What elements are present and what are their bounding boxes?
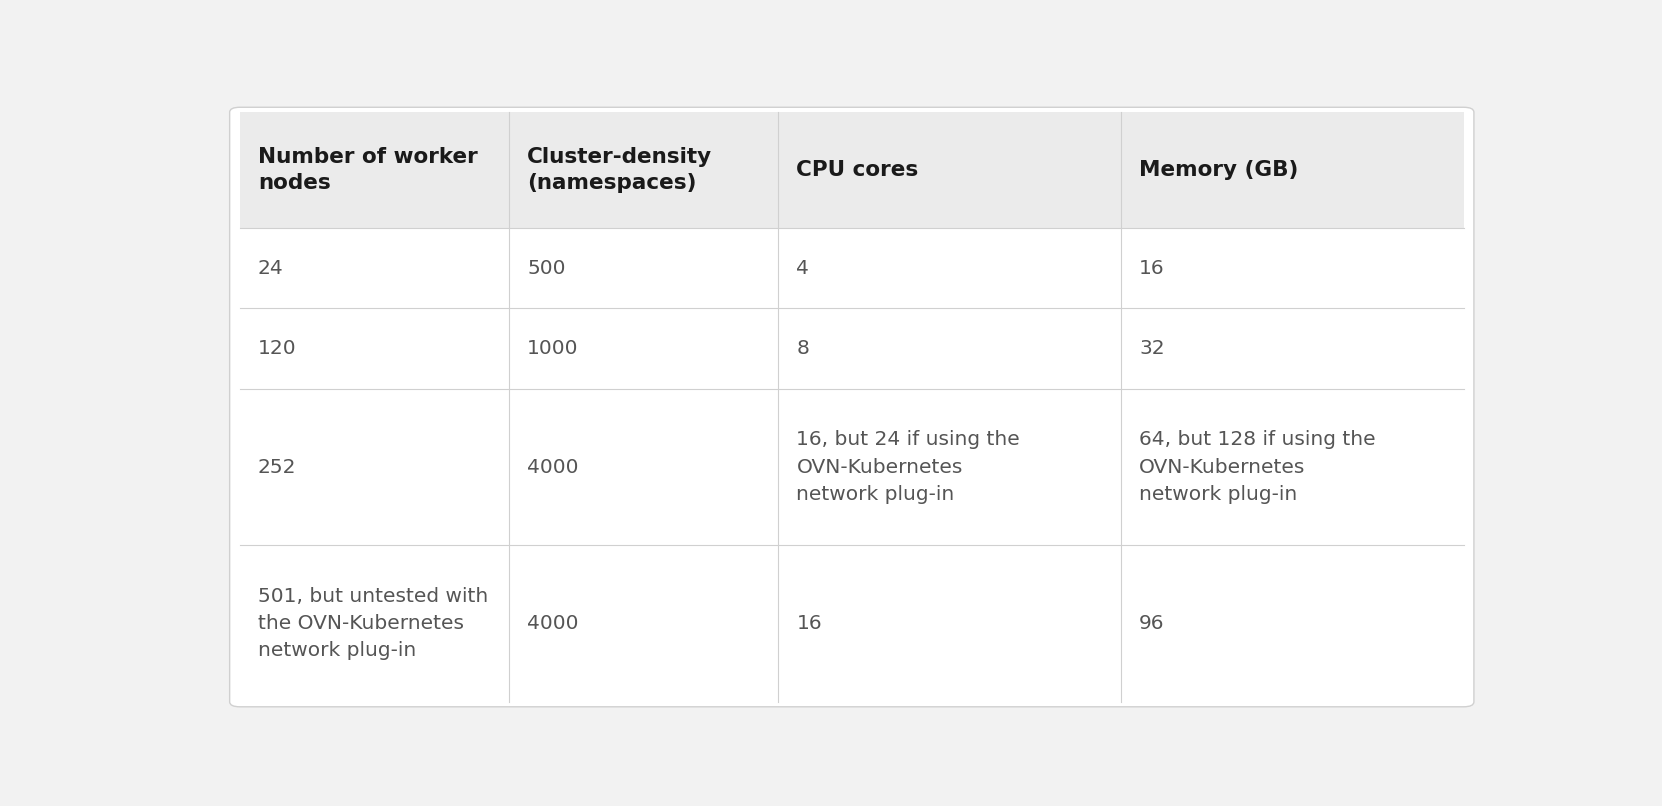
Text: CPU cores: CPU cores (796, 160, 919, 180)
Text: 16: 16 (1138, 259, 1165, 277)
Bar (239, 112, 1464, 228)
Text: 501, but untested with
the OVN-Kubernetes
network plug-in: 501, but untested with the OVN-Kubernete… (258, 587, 489, 660)
Text: 1000: 1000 (527, 339, 578, 358)
Text: 8: 8 (796, 339, 809, 358)
Text: 4000: 4000 (527, 614, 578, 633)
Text: 500: 500 (527, 259, 565, 277)
Text: 4: 4 (796, 259, 809, 277)
Text: 64, but 128 if using the
OVN-Kubernetes
network plug-in: 64, but 128 if using the OVN-Kubernetes … (1138, 430, 1376, 504)
Text: 252: 252 (258, 458, 296, 476)
Text: 4000: 4000 (527, 458, 578, 476)
Text: Memory (GB): Memory (GB) (1138, 160, 1298, 180)
Text: Number of worker
nodes: Number of worker nodes (258, 147, 477, 193)
Text: 16: 16 (796, 614, 823, 633)
Text: 120: 120 (258, 339, 296, 358)
Text: 16, but 24 if using the
OVN-Kubernetes
network plug-in: 16, but 24 if using the OVN-Kubernetes n… (796, 430, 1020, 504)
Text: 24: 24 (258, 259, 284, 277)
FancyBboxPatch shape (229, 107, 1474, 707)
Text: 32: 32 (1138, 339, 1165, 358)
Text: Cluster-density
(namespaces): Cluster-density (namespaces) (527, 147, 713, 193)
Text: 96: 96 (1138, 614, 1165, 633)
